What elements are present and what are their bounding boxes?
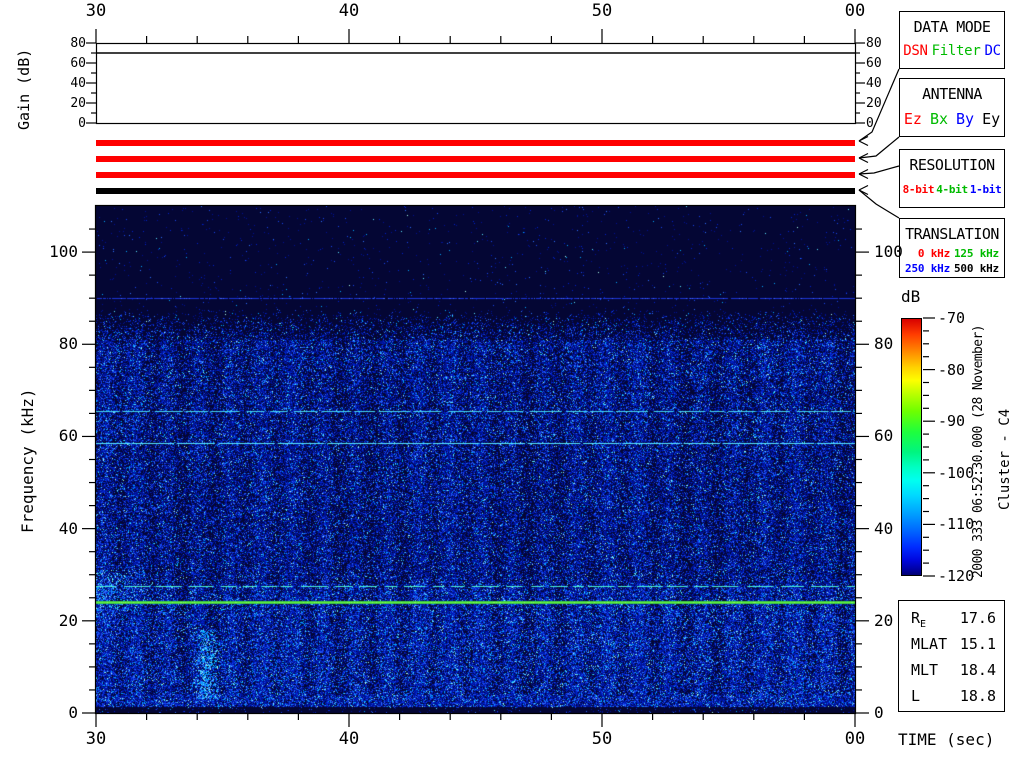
panel-item: By [956, 110, 975, 128]
panel-item: Ey [982, 110, 1001, 128]
time-tick-label-top: 00 [844, 1, 866, 21]
freq-tick-label-right: 20 [874, 610, 894, 630]
ephemeris-value: 15.1 [959, 635, 996, 653]
frequency-axis-title: Frequency (kHz) [18, 388, 37, 534]
freq-tick-label-left: 100 [49, 242, 78, 262]
ephemeris-label: RE [911, 609, 927, 630]
panel-item: 8-bit [902, 183, 935, 196]
ephemeris-value: 18.8 [959, 687, 996, 705]
gain-tick-label-right: 0 [866, 116, 874, 131]
freq-tick-label-right: 100 [874, 242, 903, 262]
freq-tick-label-right: 60 [874, 426, 894, 446]
panel-title: TRANSLATION [905, 225, 999, 243]
panel-item: 125 kHz [954, 247, 999, 260]
gain-tick-label-right: 40 [866, 76, 882, 91]
time-tick-label-top: 50 [591, 1, 613, 21]
colorbar-gradient [901, 318, 922, 576]
panel-item: 1-bit [969, 183, 1002, 196]
colorbar-tick-label: -120 [938, 567, 975, 585]
antenna-bar [96, 156, 855, 162]
colorbar-title: dB [901, 287, 921, 306]
spacecraft-annotation: Cluster - C4 [997, 408, 1013, 510]
panel-item: Bx [929, 110, 948, 128]
time-tick-label-bottom: 50 [591, 729, 613, 749]
gain-tick-label-right: 80 [866, 36, 882, 51]
gain-axis-title: Gain (dB) [15, 48, 33, 130]
colorbar-tick-label: -100 [938, 463, 975, 482]
time-tick-label-bottom: 30 [85, 729, 107, 749]
panel-item: 500 kHz [954, 262, 999, 275]
gain-tick-label-left: 40 [70, 76, 86, 91]
panel-title: DATA MODE [913, 18, 991, 36]
ephemeris-label: MLT [911, 661, 939, 679]
ephemeris-value: 17.6 [959, 609, 996, 627]
panel-item: DSN [903, 43, 928, 59]
legend-panel-antenna: ANTENNA Ez Bx By Ey [899, 78, 1005, 137]
panel-item: DC [984, 43, 1001, 59]
ephemeris-label: MLAT [911, 635, 948, 653]
ephemeris-panel: RE 17.6 MLAT 15.1 MLT 18.4 L 18.8 [898, 600, 1005, 712]
panel-item: Ez [903, 110, 922, 128]
ephemeris-value: 18.4 [959, 661, 996, 679]
legend-panel-data-mode: DATA MODE DSN Filter DC [899, 11, 1005, 69]
spectrogram-heatmap [96, 206, 855, 713]
gain-tick-label-left: 80 [70, 36, 86, 51]
ephemeris-row: MLT 18.4 [899, 661, 1004, 683]
freq-tick-label-left: 40 [58, 518, 78, 538]
resolution-bar [96, 172, 855, 178]
gain-tick-label-left: 0 [78, 116, 86, 131]
colorbar-tick-label: -70 [938, 309, 966, 327]
freq-tick-label-left: 20 [58, 610, 78, 630]
time-tick-label-bottom: 00 [844, 729, 866, 749]
freq-tick-label-left: 0 [68, 703, 78, 722]
time-tick-label-top: 40 [338, 1, 360, 21]
freq-tick-label-right: 0 [874, 703, 884, 722]
gain-tick-label-right: 60 [866, 56, 882, 71]
ephemeris-row: MLAT 15.1 [899, 635, 1004, 657]
time-tick-label-bottom: 40 [338, 729, 360, 749]
gain-tick-label-left: 60 [70, 56, 86, 71]
freq-tick-label-left: 80 [58, 334, 78, 354]
data-mode-bar [96, 140, 855, 146]
gain-tick-label-right: 20 [866, 96, 882, 111]
time-tick-label-top: 30 [85, 1, 107, 21]
colorbar-tick-label: -110 [938, 515, 975, 534]
panel-title: RESOLUTION [909, 156, 995, 174]
freq-tick-label-left: 60 [58, 426, 78, 446]
colorbar-tick-label: -90 [938, 412, 966, 431]
ephemeris-row: L 18.8 [899, 687, 1004, 709]
legend-panel-translation: TRANSLATION 0 kHz 125 kHz 250 kHz 500 kHz [899, 218, 1005, 278]
ephemeris-label: L [911, 687, 921, 705]
colorbar-tick-label: -80 [938, 360, 966, 379]
timestamp-annotation: 2000 333 06:52:30.000 (28 November) [971, 325, 986, 578]
time-axis-title: TIME (sec) [898, 730, 995, 749]
ephemeris-row: RE 17.6 [899, 609, 1004, 631]
panel-item: 0 kHz [917, 247, 950, 260]
gain-tick-label-left: 20 [70, 96, 86, 111]
freq-tick-label-right: 80 [874, 334, 894, 354]
translation-bar [96, 188, 855, 194]
panel-item: 4-bit [936, 183, 968, 196]
panel-item: Filter [931, 43, 981, 59]
panel-item: 250 kHz [905, 262, 950, 275]
panel-title: ANTENNA [922, 85, 982, 103]
freq-tick-label-right: 40 [874, 518, 894, 538]
legend-panel-resolution: RESOLUTION 8-bit 4-bit 1-bit [899, 149, 1005, 208]
